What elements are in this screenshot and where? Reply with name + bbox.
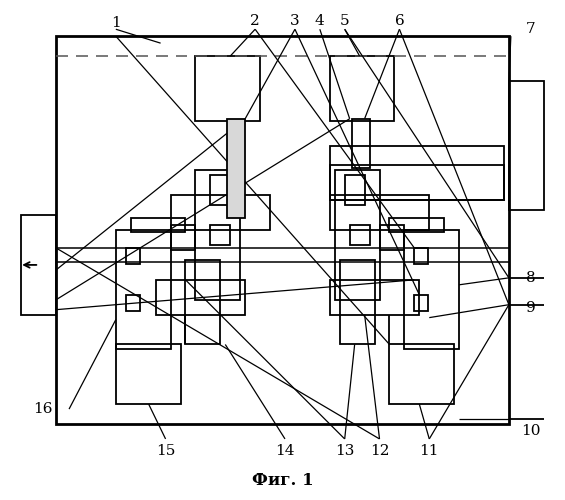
Bar xyxy=(330,196,429,230)
Text: 1: 1 xyxy=(111,16,121,30)
Bar xyxy=(509,81,544,210)
Bar xyxy=(185,260,220,344)
Bar xyxy=(330,146,504,201)
Text: 3: 3 xyxy=(290,14,300,28)
Text: 4: 4 xyxy=(315,14,325,28)
Bar xyxy=(131,218,185,232)
Bar xyxy=(334,170,380,300)
Bar xyxy=(56,36,509,424)
Text: Фиг. 1: Фиг. 1 xyxy=(252,472,314,489)
Text: 5: 5 xyxy=(340,14,350,28)
Bar xyxy=(330,166,504,200)
Bar xyxy=(195,56,260,120)
Bar xyxy=(405,230,459,350)
Text: 7: 7 xyxy=(526,22,536,36)
Bar xyxy=(195,170,240,300)
Bar xyxy=(126,248,140,264)
Bar xyxy=(389,344,454,404)
Bar xyxy=(171,225,195,250)
Bar xyxy=(380,225,405,250)
Bar xyxy=(414,248,428,264)
Bar xyxy=(330,280,419,314)
Bar xyxy=(116,344,180,404)
Bar xyxy=(171,196,270,230)
Bar xyxy=(414,294,428,310)
Text: 9: 9 xyxy=(526,300,536,314)
Bar xyxy=(330,56,394,120)
Text: 2: 2 xyxy=(250,14,260,28)
Bar xyxy=(340,260,375,344)
Text: 15: 15 xyxy=(156,444,175,458)
Bar xyxy=(116,230,171,350)
Text: 14: 14 xyxy=(275,444,295,458)
Text: 6: 6 xyxy=(394,14,405,28)
Bar xyxy=(351,118,370,168)
Text: 11: 11 xyxy=(420,444,439,458)
Bar xyxy=(155,280,245,314)
Bar xyxy=(21,215,56,314)
Bar xyxy=(210,225,231,245)
Bar xyxy=(389,218,444,232)
Bar xyxy=(227,118,245,218)
Bar xyxy=(350,225,370,245)
Text: 12: 12 xyxy=(370,444,389,458)
Text: 13: 13 xyxy=(335,444,354,458)
Bar xyxy=(126,294,140,310)
Text: 8: 8 xyxy=(526,271,536,285)
Text: 10: 10 xyxy=(521,424,541,438)
Text: 16: 16 xyxy=(33,402,53,416)
Bar xyxy=(345,176,364,205)
Bar xyxy=(210,176,231,205)
